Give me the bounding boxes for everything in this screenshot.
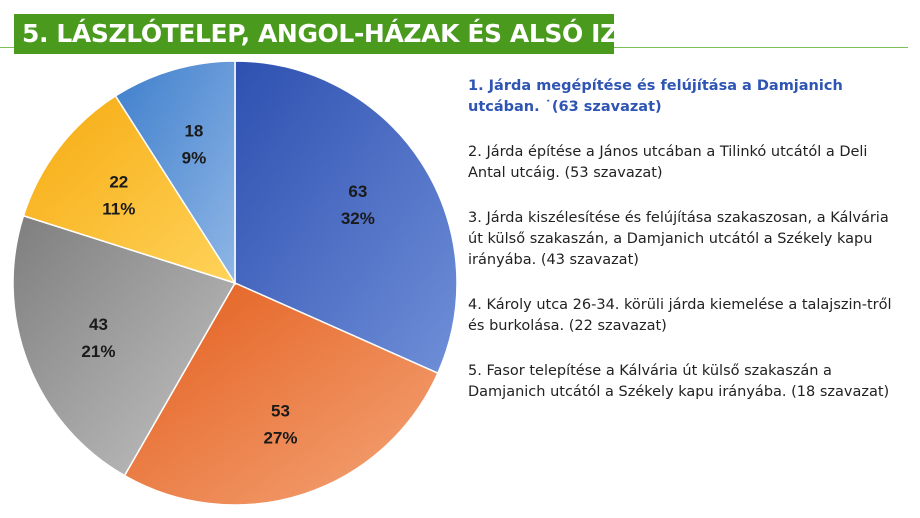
slice-percent-label-1: 32% (341, 209, 375, 228)
slice-percent-label-2: 27% (263, 428, 297, 447)
pie-slice-2 (123, 282, 439, 506)
pie-chart: 63 32% 53 27% 43 21% 22 11% 18 9% (12, 60, 458, 506)
legend: 1. Járda megépítése és felújítása a Damj… (468, 76, 908, 427)
pie-slice-3 (12, 214, 237, 477)
slice-value-label-5: 18 (184, 121, 203, 140)
slice-value-label-2: 53 (271, 401, 290, 420)
slice-value-label-3: 43 (89, 315, 108, 334)
legend-item-5: 5. Fasor telepítése a Kálvária út külső … (468, 363, 890, 400)
page-title: 5. LÁSZLÓTELEP, ANGOL-HÁZAK ÉS ALSÓ IZBÉ… (14, 14, 674, 54)
slice-value-label-4: 22 (109, 173, 128, 192)
slice-percent-label-5: 9% (182, 148, 207, 167)
pie-slice-5 (114, 60, 236, 286)
legend-item-1: 1. Járda megépítése és felújítása a Damj… (468, 78, 843, 115)
legend-item-3: 3. Járda kiszélesítése és felújítása sza… (468, 210, 889, 268)
slice-percent-label-3: 21% (81, 342, 115, 361)
pie-slice-4 (22, 94, 237, 285)
legend-item-4: 4. Károly utca 26-34. körüli járda kieme… (468, 297, 892, 334)
pie-slice-1 (234, 60, 458, 375)
slice-value-label-1: 63 (348, 182, 367, 201)
legend-item-2: 2. Járda építése a János utcában a Tilin… (468, 144, 868, 181)
slice-percent-label-4: 11% (102, 200, 135, 219)
